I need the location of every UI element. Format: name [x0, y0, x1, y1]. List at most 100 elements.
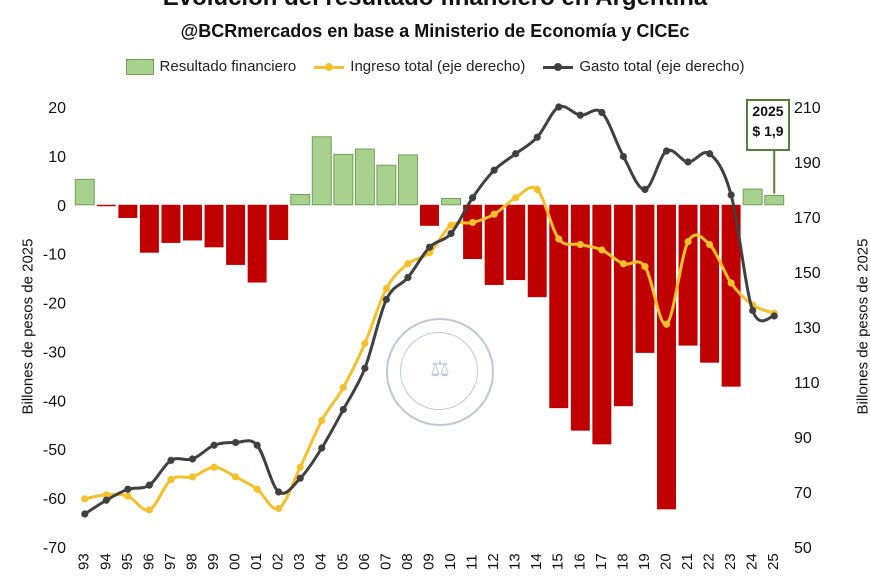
x-tick: 96 — [140, 553, 157, 570]
spending-point-09 — [425, 243, 434, 251]
x-tick: 02 — [270, 553, 287, 570]
income-point-10 — [447, 221, 455, 229]
bar-21 — [678, 204, 698, 346]
bar-06 — [354, 148, 375, 206]
x-tick: 11 — [464, 554, 481, 570]
income-point-02 — [275, 504, 283, 513]
spending-point-16 — [576, 111, 584, 119]
income-point-96 — [145, 506, 154, 514]
income-point-03 — [296, 463, 304, 471]
income-point-15 — [555, 235, 563, 243]
spending-point-11 — [468, 194, 477, 202]
spending-point-17 — [598, 108, 606, 117]
y-tick-right: 190 — [794, 155, 821, 172]
spending-point-02 — [275, 488, 283, 496]
bar-13 — [506, 204, 526, 281]
bar-15 — [549, 204, 569, 409]
bar-05 — [333, 153, 354, 206]
x-tick: 99 — [205, 553, 222, 570]
callout-year: 2025 — [752, 103, 784, 119]
spending-point-18 — [619, 152, 628, 161]
bar-08 — [397, 154, 418, 206]
income-point-95 — [124, 492, 132, 500]
y-tick-left: -20 — [43, 296, 66, 313]
x-tick: 13 — [507, 553, 524, 570]
y-tick-left: -50 — [43, 442, 66, 459]
bar-18 — [613, 204, 633, 407]
x-tick: 98 — [183, 553, 200, 570]
x-tick: 22 — [701, 553, 718, 570]
spending-point-95 — [124, 485, 132, 493]
income-point-13 — [512, 194, 520, 202]
spending-point-24 — [749, 306, 757, 315]
bar-12 — [484, 204, 504, 285]
callout-value: $ 1,9 — [752, 123, 784, 139]
x-tick: 01 — [248, 553, 265, 570]
spending-point-25 — [770, 312, 778, 320]
y-tick-left: -10 — [43, 247, 66, 264]
bar-19 — [635, 204, 655, 353]
income-point-93 — [81, 495, 89, 503]
spending-point-14 — [533, 133, 541, 141]
legend-swatch-bar — [125, 58, 154, 75]
income-point-08 — [404, 260, 412, 268]
income-point-97 — [167, 476, 175, 484]
income-point-98 — [188, 473, 197, 481]
x-tick: 06 — [356, 553, 373, 570]
spending-point-08 — [404, 273, 412, 282]
spending-point-98 — [188, 455, 197, 463]
y-tick-left: -60 — [43, 491, 66, 508]
bar-20 — [657, 204, 676, 510]
bar-02 — [269, 204, 289, 240]
x-tick: 15 — [550, 553, 567, 570]
income-point-22 — [705, 240, 714, 249]
x-tick: 95 — [119, 553, 136, 570]
y-tick-right: 170 — [794, 210, 821, 227]
x-tick: 20 — [657, 553, 674, 570]
spending-point-94 — [102, 496, 110, 504]
bar-96 — [139, 204, 159, 253]
line-series — [81, 103, 778, 518]
y-axis-label-right: Billones de pesos de 2025 — [854, 238, 870, 415]
bar-98 — [183, 204, 202, 241]
bar-03 — [290, 194, 311, 206]
y-tick-left: 20 — [48, 100, 66, 117]
legend-swatch-spending — [543, 60, 574, 74]
income-point-19 — [641, 262, 649, 271]
bar-25 — [764, 194, 785, 206]
legend-item-result: Resultado financiero — [125, 58, 297, 75]
y-tick-right: 90 — [794, 430, 812, 447]
bar-22 — [700, 204, 720, 363]
y-tick-right: 50 — [794, 540, 812, 557]
income-point-17 — [598, 246, 606, 254]
x-tick: 25 — [765, 553, 782, 570]
x-tick: 14 — [528, 553, 545, 570]
y-tick-left: -40 — [43, 393, 66, 410]
y-tick-right: 110 — [794, 375, 820, 392]
income-point-20 — [662, 320, 671, 328]
y-tick-left: 10 — [48, 149, 66, 166]
x-tick: 08 — [399, 553, 416, 570]
x-tick: 97 — [162, 553, 179, 570]
bar-99 — [204, 204, 224, 248]
income-point-05 — [339, 383, 347, 392]
spending-point-10 — [447, 229, 455, 238]
bar-11 — [463, 204, 483, 260]
y-axis-label-left: Billones de pesos de 2025 — [19, 238, 37, 415]
legend-label-result: Resultado financiero — [159, 58, 297, 75]
bar-16 — [570, 204, 590, 431]
spending-point-13 — [512, 150, 520, 158]
chart-subtitle: @BCRmercados en base a Ministerio de Eco… — [180, 21, 690, 41]
x-tick: 17 — [593, 553, 610, 570]
income-point-06 — [361, 339, 369, 348]
x-tick: 04 — [313, 553, 330, 570]
legend-swatch-income — [314, 60, 345, 74]
legend-label-income: Ingreso total (eje derecho) — [350, 58, 526, 75]
y-tick-right: 70 — [794, 485, 812, 502]
bar-17 — [592, 204, 612, 445]
bar-97 — [161, 204, 181, 243]
income-point-04 — [318, 416, 326, 425]
legend: Resultado financiero Ingreso total (eje … — [0, 58, 870, 75]
spending-point-93 — [81, 510, 89, 518]
y-tick-left: -70 — [43, 540, 66, 557]
